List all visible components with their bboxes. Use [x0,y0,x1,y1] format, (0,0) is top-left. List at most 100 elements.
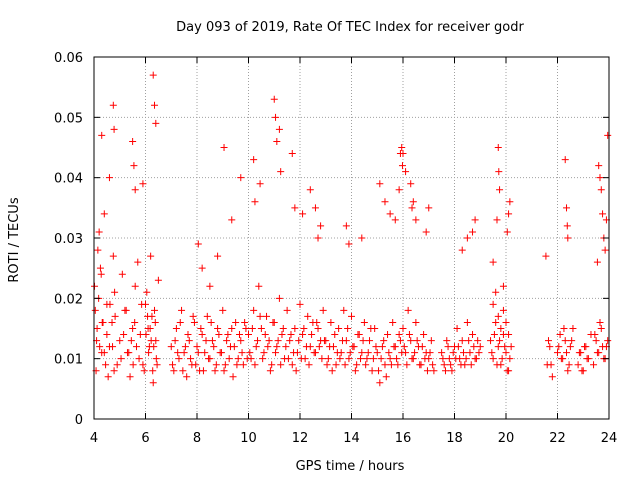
data-point [199,367,207,375]
data-point [453,325,461,332]
data-point [591,331,599,339]
data-point [465,337,473,345]
x-tick-label: 18 [446,431,463,446]
data-point [565,361,573,369]
data-point [333,349,341,357]
data-point [266,367,274,375]
data-point [497,325,505,332]
data-point [306,186,314,194]
x-axis-ticks: 4 6 8 10 12 14 16 18 20 22 24 [90,57,617,446]
data-point [304,312,312,320]
data-point [295,337,303,345]
data-point [246,349,254,357]
data-point [418,343,426,351]
y-tick-label: 0.02 [54,292,83,307]
data-point [338,337,346,345]
data-point [378,343,386,351]
data-point [596,174,604,182]
data-point [103,331,111,339]
data-point [345,240,353,248]
data-point [110,125,118,133]
data-point [407,337,415,345]
data-point [135,355,143,363]
data-point [171,337,179,345]
x-tick-label: 6 [141,431,149,446]
y-tick-label: 0.05 [54,111,83,126]
data-point [91,282,99,290]
data-point [471,216,479,224]
data-point [198,331,206,339]
data-point [178,306,186,314]
data-point [470,343,478,351]
data-point [496,337,504,345]
data-point [95,228,103,236]
data-point [358,234,366,242]
data-point [210,343,218,351]
data-point [94,246,102,254]
data-point [349,343,357,351]
data-point [189,312,197,320]
data-point [223,337,231,345]
data-point [272,113,280,121]
data-point [100,210,108,218]
data-point [197,325,205,332]
data-point [167,343,175,351]
data-point [458,246,466,254]
data-point [300,325,308,332]
data-point [448,367,456,375]
data-point [98,131,106,139]
chart-title: Day 093 of 2019, Rate Of TEC Index for r… [176,20,524,35]
data-point [305,361,313,369]
data-point [138,300,146,308]
data-point [220,367,228,375]
data-point [105,174,113,182]
data-point [411,349,419,357]
data-point [116,337,124,345]
y-tick-label: 0.01 [54,353,83,368]
data-point [147,337,155,345]
data-point [286,337,294,345]
data-point [248,325,256,332]
data-point [372,343,380,351]
data-point [238,349,246,357]
data-point [224,331,232,339]
data-point [319,306,327,314]
data-point [219,306,227,314]
data-point [402,349,410,357]
data-point [109,252,117,260]
data-point [546,343,554,351]
data-point [192,361,200,369]
data-point [496,186,504,194]
data-point [183,373,191,381]
data-point [247,355,255,363]
data-point [146,325,154,332]
data-point [561,156,569,164]
data-point [288,361,296,369]
data-point [117,355,125,363]
data-point [454,343,462,351]
data-points [91,71,612,387]
data-point [131,282,139,290]
data-point [583,355,591,363]
data-point [421,355,429,363]
data-point [469,331,477,339]
data-point [420,331,428,339]
data-point [495,168,503,176]
data-point [284,355,292,363]
data-point [214,252,222,260]
data-point [390,343,398,351]
data-point [402,168,410,176]
data-point [441,367,449,375]
data-point [384,331,392,339]
data-point [506,198,514,206]
data-point [106,300,114,308]
data-point [399,150,407,158]
data-point [212,361,220,369]
data-point [556,331,564,339]
data-point [118,270,126,278]
data-point [505,331,513,339]
data-point [386,355,394,363]
data-point [132,343,140,351]
data-point [457,361,465,369]
data-point [194,349,202,357]
